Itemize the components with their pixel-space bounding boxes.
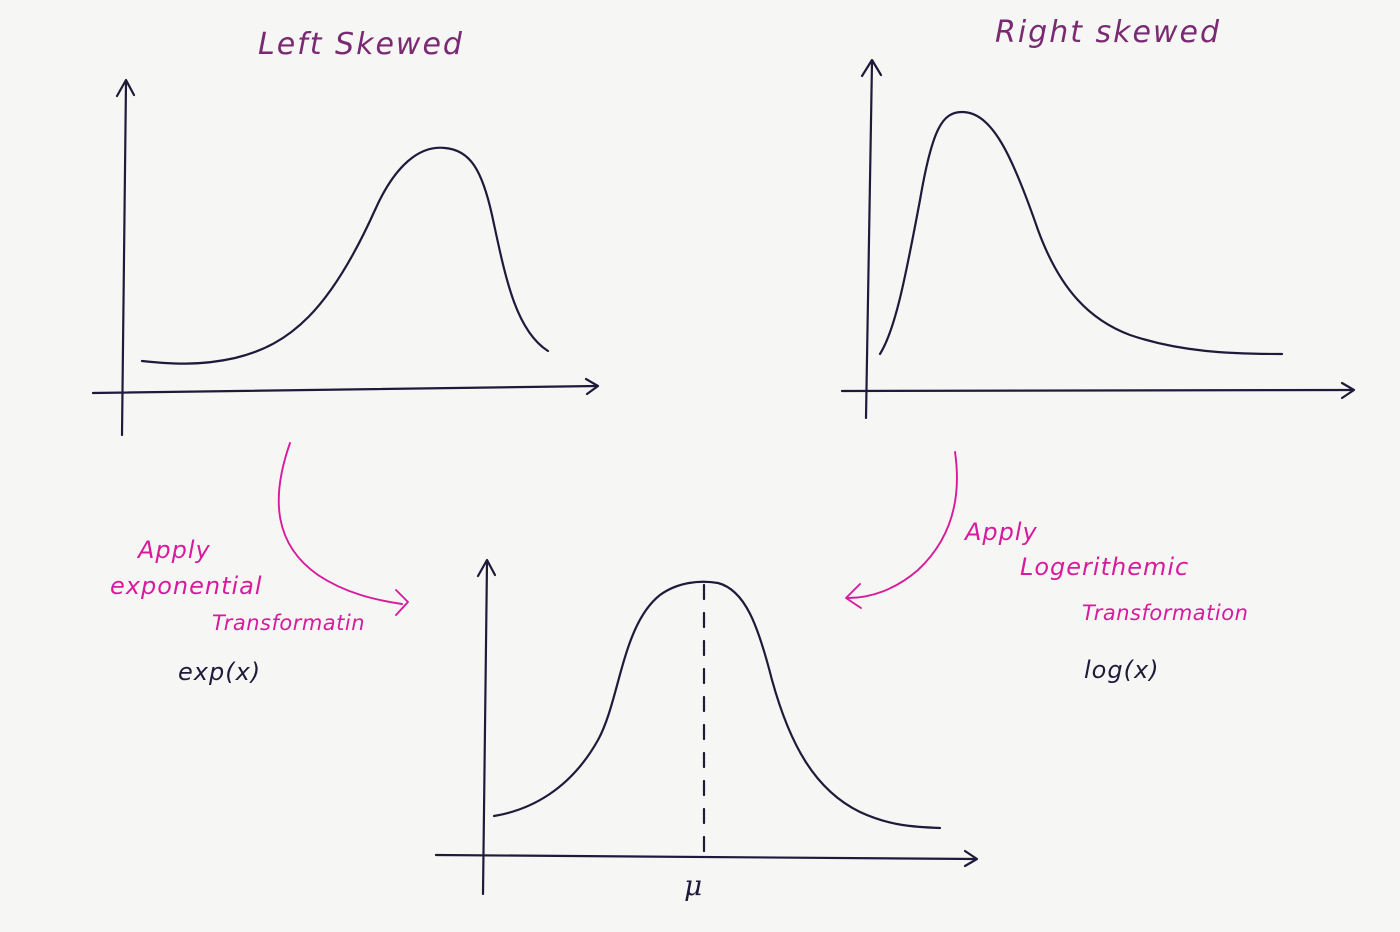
- left-skewed-title: Left Skewed: [258, 27, 464, 62]
- left-x-axis: [91, 384, 599, 395]
- right-transform-line1: Apply: [963, 518, 1038, 546]
- left-transform-arrowhead: [395, 589, 409, 616]
- left-y-axis-arrow: [115, 78, 136, 98]
- left-transform-line2: exponential: [110, 572, 263, 600]
- right-transform-arrow: [847, 451, 958, 599]
- right-transform-line2: Logerithemic: [1020, 553, 1189, 581]
- left-y-axis: [120, 80, 128, 437]
- left-transform-line1: Apply: [136, 536, 211, 564]
- left-skewed-panel: Left Skewed: [91, 27, 600, 437]
- left-transform-arrow: [277, 442, 403, 605]
- bottom-x-axis: [434, 853, 978, 861]
- bottom-y-axis-arrow: [476, 558, 497, 578]
- right-transform-line3: Transformation: [1082, 601, 1248, 625]
- right-skewed-curve: [878, 110, 1284, 356]
- right-y-axis-arrow: [860, 58, 883, 78]
- right-transform-formula: log(x): [1084, 656, 1160, 684]
- left-transform-annotation: Apply exponential Transformatin exp(x): [110, 442, 409, 686]
- right-skewed-title: Right skewed: [995, 15, 1221, 50]
- right-x-axis: [840, 388, 1355, 393]
- bottom-x-axis-arrow: [963, 849, 979, 868]
- right-transform-annotation: Apply Logerithemic Transformation log(x): [845, 451, 1248, 684]
- left-x-axis-arrow: [584, 377, 600, 396]
- mean-label: μ: [684, 869, 702, 902]
- bottom-y-axis: [481, 560, 489, 896]
- right-y-axis: [864, 60, 874, 420]
- left-skewed-curve: [140, 146, 550, 365]
- left-transform-formula: exp(x): [178, 658, 261, 686]
- right-skewed-panel: Right skewed: [840, 15, 1356, 420]
- normal-curve: [492, 580, 942, 830]
- normal-distribution-panel: μ: [434, 558, 979, 902]
- right-x-axis-arrow: [1340, 381, 1356, 400]
- right-transform-arrowhead: [845, 583, 862, 609]
- left-transform-line3: Transformatin: [212, 611, 365, 635]
